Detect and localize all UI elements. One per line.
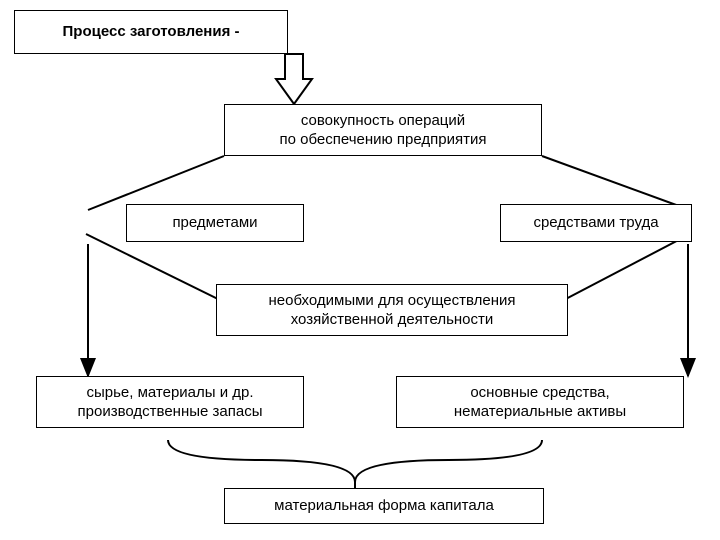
final-text: материальная форма капитала — [274, 496, 494, 516]
center-mid-text: необходимыми для осуществленияхозяйствен… — [268, 291, 515, 330]
left-bottom-box: сырье, материалы и др.производственные з… — [36, 376, 304, 428]
right-bottom-text: основные средства,нематериальные активы — [454, 383, 626, 422]
center-mid-box: необходимыми для осуществленияхозяйствен… — [216, 284, 568, 336]
left-mid-text: предметами — [172, 213, 257, 233]
right-mid-text: средствами труда — [533, 213, 658, 233]
final-box: материальная форма капитала — [224, 488, 544, 524]
title-box: Процесс заготовления - — [14, 10, 288, 54]
right-bottom-box: основные средства,нематериальные активы — [396, 376, 684, 428]
definition-text: совокупность операцийпо обеспечению пред… — [279, 111, 486, 150]
right-mid-box: средствами труда — [500, 204, 692, 242]
connector-layer — [0, 0, 720, 540]
left-mid-box: предметами — [126, 204, 304, 242]
definition-box: совокупность операцийпо обеспечению пред… — [224, 104, 542, 156]
title-text: Процесс заготовления - — [63, 22, 240, 42]
left-bottom-text: сырье, материалы и др.производственные з… — [78, 383, 263, 422]
